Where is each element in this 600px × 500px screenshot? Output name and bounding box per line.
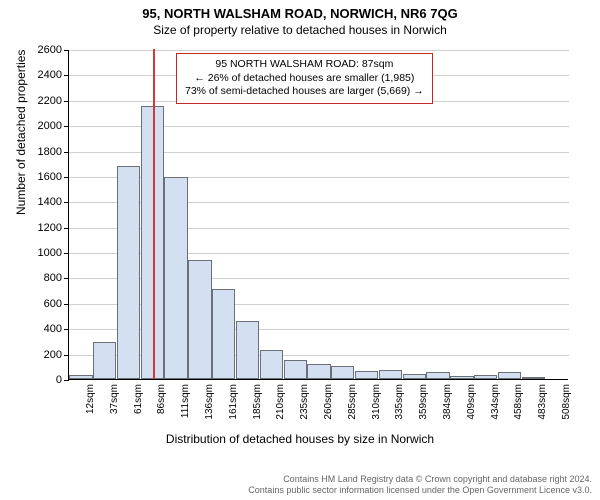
xtick-label: 136sqm	[204, 384, 215, 420]
xtick-label: 483sqm	[537, 384, 548, 420]
ytick-mark	[64, 380, 69, 381]
xtick-label: 161sqm	[228, 384, 239, 420]
footer-attribution: Contains HM Land Registry data © Crown c…	[248, 474, 592, 496]
histogram-bar	[284, 360, 307, 379]
xtick-label: 508sqm	[561, 384, 572, 420]
xtick-label: 61sqm	[133, 384, 144, 414]
ytick-label: 1000	[38, 247, 62, 259]
ytick-mark	[64, 253, 69, 254]
ytick-mark	[64, 101, 69, 102]
ytick-label: 400	[44, 323, 62, 335]
plot-region: 0200400600800100012001400160018002000220…	[68, 50, 568, 380]
ytick-mark	[64, 278, 69, 279]
y-axis-label: Number of detached properties	[14, 50, 28, 215]
histogram-bar	[212, 289, 235, 379]
ytick-mark	[64, 75, 69, 76]
ytick-label: 2600	[38, 44, 62, 56]
ytick-mark	[64, 228, 69, 229]
chart-title-main: 95, NORTH WALSHAM ROAD, NORWICH, NR6 7QG	[0, 6, 600, 21]
histogram-bar	[331, 366, 354, 379]
ytick-mark	[64, 50, 69, 51]
ytick-label: 2400	[38, 69, 62, 81]
histogram-bar	[236, 321, 259, 379]
xtick-label: 359sqm	[418, 384, 429, 420]
ytick-mark	[64, 152, 69, 153]
chart-area: 0200400600800100012001400160018002000220…	[68, 50, 568, 410]
gridline	[69, 50, 569, 51]
xtick-label: 37sqm	[109, 384, 120, 414]
xtick-label: 235sqm	[299, 384, 310, 420]
ytick-mark	[64, 202, 69, 203]
xtick-label: 86sqm	[156, 384, 167, 414]
chart-title-sub: Size of property relative to detached ho…	[0, 23, 600, 37]
histogram-bar	[450, 376, 473, 379]
xtick-label: 12sqm	[85, 384, 96, 414]
annotation-line-2: ← 26% of detached houses are smaller (1,…	[185, 72, 424, 86]
xtick-label: 384sqm	[442, 384, 453, 420]
xtick-label: 335sqm	[394, 384, 405, 420]
ytick-label: 1400	[38, 196, 62, 208]
footer-line-2: Contains public sector information licen…	[248, 485, 592, 496]
ytick-label: 1600	[38, 171, 62, 183]
ytick-label: 1800	[38, 146, 62, 158]
histogram-bar	[474, 375, 497, 379]
ytick-label: 600	[44, 298, 62, 310]
histogram-bar	[117, 166, 140, 379]
histogram-bar	[164, 177, 187, 379]
ytick-label: 2200	[38, 95, 62, 107]
ytick-mark	[64, 355, 69, 356]
histogram-bar	[522, 377, 545, 379]
histogram-bar	[307, 364, 330, 379]
histogram-bar	[188, 260, 211, 379]
histogram-bar	[69, 375, 92, 379]
histogram-bar	[379, 370, 402, 379]
xtick-label: 111sqm	[180, 384, 191, 418]
xtick-label: 185sqm	[252, 384, 263, 420]
ytick-label: 200	[44, 349, 62, 361]
ytick-mark	[64, 329, 69, 330]
ytick-label: 800	[44, 272, 62, 284]
xtick-label: 409sqm	[466, 384, 477, 420]
annotation-line-1: 95 NORTH WALSHAM ROAD: 87sqm	[185, 58, 424, 72]
property-marker-line	[153, 49, 155, 379]
ytick-mark	[64, 304, 69, 305]
ytick-mark	[64, 126, 69, 127]
histogram-bar	[498, 372, 521, 379]
x-axis-label: Distribution of detached houses by size …	[0, 432, 600, 446]
xtick-label: 434sqm	[490, 384, 501, 420]
xtick-label: 285sqm	[347, 384, 358, 420]
ytick-label: 1200	[38, 222, 62, 234]
ytick-label: 2000	[38, 120, 62, 132]
histogram-bar	[93, 342, 116, 379]
ytick-label: 0	[56, 374, 62, 386]
histogram-bar	[355, 371, 378, 379]
xtick-label: 260sqm	[323, 384, 334, 420]
histogram-bar	[426, 372, 449, 379]
xtick-label: 310sqm	[371, 384, 382, 420]
footer-line-1: Contains HM Land Registry data © Crown c…	[248, 474, 592, 485]
annotation-box: 95 NORTH WALSHAM ROAD: 87sqm ← 26% of de…	[176, 53, 433, 104]
ytick-mark	[64, 177, 69, 178]
histogram-bar	[403, 374, 426, 379]
chart-title-block: 95, NORTH WALSHAM ROAD, NORWICH, NR6 7QG…	[0, 0, 600, 37]
xtick-label: 458sqm	[513, 384, 524, 420]
xtick-label: 210sqm	[275, 384, 286, 420]
annotation-line-3: 73% of semi-detached houses are larger (…	[185, 85, 424, 99]
histogram-bar	[260, 350, 283, 379]
